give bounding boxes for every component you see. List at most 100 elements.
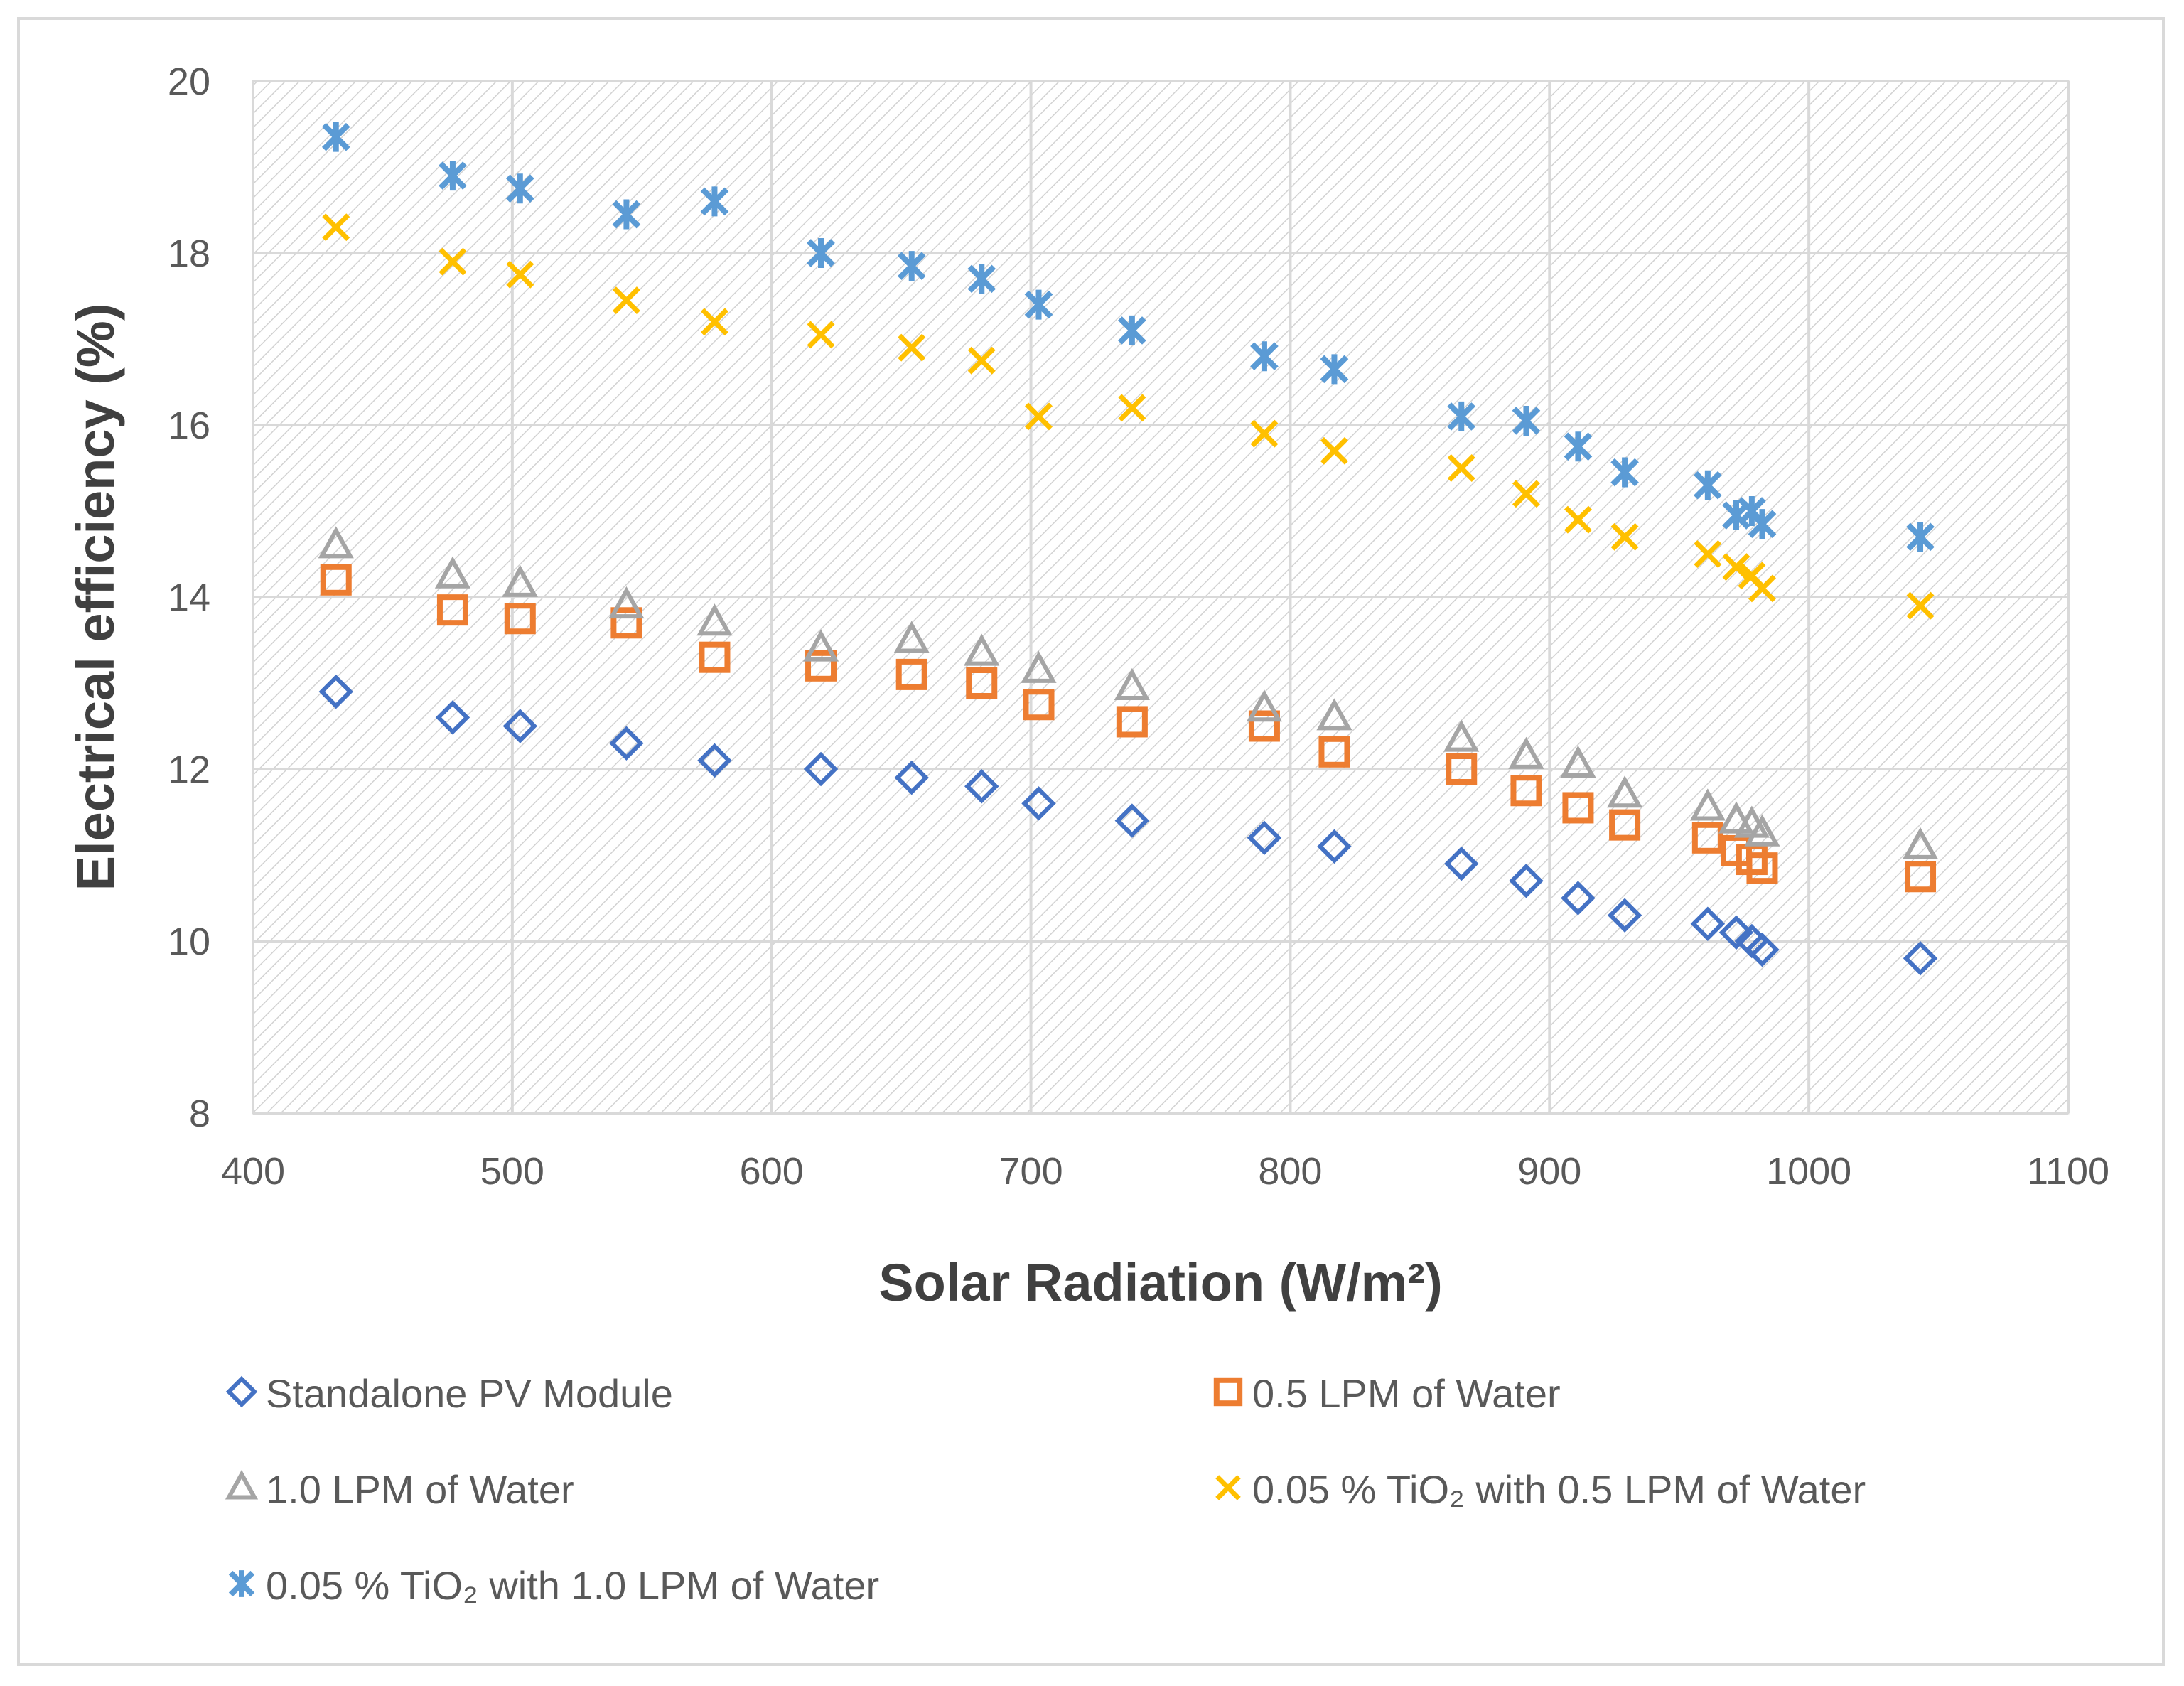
- legend-label: Standalone PV Module: [266, 1371, 673, 1416]
- data-point-series-1: [1905, 861, 1937, 893]
- data-point-series-0: [1745, 932, 1780, 967]
- legend-item: Standalone PV Module: [225, 1371, 673, 1416]
- data-point-series-1: [1446, 753, 1478, 785]
- data-point-series-1: [1248, 710, 1280, 742]
- legend-item: 0.5 LPM of Water: [1213, 1371, 1561, 1416]
- data-point-series-2: [502, 564, 538, 597]
- legend: Standalone PV Module 0.5 LPM of Water 1.0 …: [225, 1371, 1866, 1608]
- data-point-series-1: [1116, 706, 1148, 738]
- data-point-series-3: [1906, 591, 1935, 620]
- data-point-series-0: [1317, 829, 1352, 864]
- data-point-series-1: [610, 607, 642, 639]
- x-tick-label: 700: [999, 1150, 1063, 1193]
- data-point-series-0: [697, 743, 732, 778]
- data-point-series-2: [696, 603, 733, 636]
- data-point-series-1: [1318, 736, 1350, 768]
- data-point-series-4: [700, 186, 729, 217]
- data-point-series-3: [1748, 574, 1776, 603]
- data-point-series-3: [1512, 480, 1540, 508]
- data-point-series-2: [1606, 775, 1643, 808]
- data-point-series-1: [1510, 775, 1542, 807]
- legend-marker-square: [1213, 1377, 1243, 1407]
- data-point-series-3: [967, 346, 996, 375]
- data-point-series-0: [1443, 846, 1479, 881]
- data-point-series-2: [1902, 827, 1939, 859]
- gridlines: [252, 80, 2070, 1115]
- data-point-series-1: [966, 667, 998, 699]
- x-tick-label: 500: [480, 1150, 544, 1193]
- data-point-series-3: [1722, 553, 1750, 581]
- data-point-series-1: [320, 564, 352, 596]
- data-point-series-3: [612, 286, 640, 315]
- y-tick-label: 10: [168, 920, 210, 963]
- y-tick-label: 18: [168, 232, 210, 275]
- data-point-series-2: [434, 556, 471, 589]
- y-tick-label: 20: [168, 60, 210, 103]
- data-point-series-4: [1320, 354, 1349, 385]
- y-axis-ticks: 8 10 12 14 16 18 20: [168, 60, 210, 1135]
- data-point-series-3: [1118, 394, 1146, 422]
- data-point-series-4: [505, 173, 534, 204]
- data-point-series-1: [1691, 822, 1723, 854]
- data-point-series-1: [504, 603, 536, 635]
- data-point-series-0: [1509, 864, 1544, 898]
- data-point-series-4: [1512, 405, 1541, 436]
- data-point-series-0: [318, 674, 353, 709]
- data-point-series-2: [1443, 719, 1480, 752]
- legend-label: 0.5 LPM of Water: [1252, 1371, 1561, 1416]
- data-point-series-4: [967, 264, 996, 294]
- legend-marker-diamond: [225, 1375, 258, 1408]
- data-point-series-2: [1316, 698, 1352, 731]
- data-point-series-4: [612, 199, 641, 230]
- data-point-series-3: [898, 333, 926, 362]
- data-point-series-3: [1564, 505, 1592, 534]
- data-point-series-4: [1748, 509, 1777, 539]
- data-point-series-0: [1690, 906, 1726, 942]
- data-point-series-0: [1021, 786, 1056, 821]
- y-tick-label: 16: [168, 404, 210, 447]
- legend-label: 1.0 LPM of Water: [266, 1467, 574, 1512]
- data-point-series-0: [1903, 940, 1938, 976]
- data-point-series-2: [1744, 814, 1780, 847]
- data-point-series-4: [1118, 315, 1146, 345]
- data-point-series-0: [894, 760, 929, 795]
- data-point-series-0: [609, 726, 644, 761]
- data-point-series-2: [1560, 745, 1596, 778]
- x-tick-label: 900: [1517, 1150, 1581, 1193]
- x-tick-label: 400: [221, 1150, 285, 1193]
- data-point-series-4: [1694, 470, 1722, 500]
- data-point-series-2: [1689, 788, 1726, 821]
- legend-item: 0.05 % TiO₂ with 0.5 LPM of Water: [1215, 1467, 1866, 1512]
- data-point-series-4: [1024, 289, 1053, 320]
- data-point-series-3: [1447, 454, 1475, 482]
- y-tick-label: 8: [189, 1092, 210, 1135]
- data-point-series-4: [439, 161, 467, 191]
- data-point-series-3: [1025, 402, 1053, 431]
- legend-label: 0.05 % TiO₂ with 1.0 LPM of Water: [266, 1563, 879, 1608]
- data-point-series-4: [1564, 431, 1593, 462]
- x-axis-title: Solar Radiation (W/m²): [878, 1253, 1442, 1312]
- legend-label: 0.05 % TiO₂ with 0.5 LPM of Water: [1252, 1467, 1866, 1512]
- data-point-series-2: [318, 526, 354, 559]
- data-point-series-2: [802, 629, 839, 662]
- x-tick-label: 1000: [1766, 1150, 1851, 1193]
- legend-marker-x: [1215, 1475, 1241, 1500]
- data-point-series-2: [608, 586, 645, 619]
- legend-marker-triangle: [225, 1469, 259, 1500]
- data-point-series-0: [435, 700, 470, 735]
- data-point-series-3: [322, 213, 350, 242]
- data-point-series-2: [893, 621, 930, 653]
- data-point-series-2: [1246, 689, 1283, 722]
- y-axis-title: Electrical efficiency (%): [66, 304, 125, 891]
- data-point-series-0: [964, 768, 999, 804]
- data-point-series-3: [1250, 419, 1279, 448]
- data-point-series-4: [321, 122, 350, 152]
- data-point-series-0: [803, 751, 839, 787]
- data-point-series-0: [1114, 803, 1150, 838]
- data-point-series-3: [1694, 540, 1722, 568]
- data-point-series-1: [699, 641, 731, 673]
- data-point-series-0: [1718, 915, 1754, 950]
- legend-marker-star: [228, 1570, 255, 1597]
- data-point-series-1: [436, 594, 468, 626]
- data-point-series-3: [807, 321, 835, 349]
